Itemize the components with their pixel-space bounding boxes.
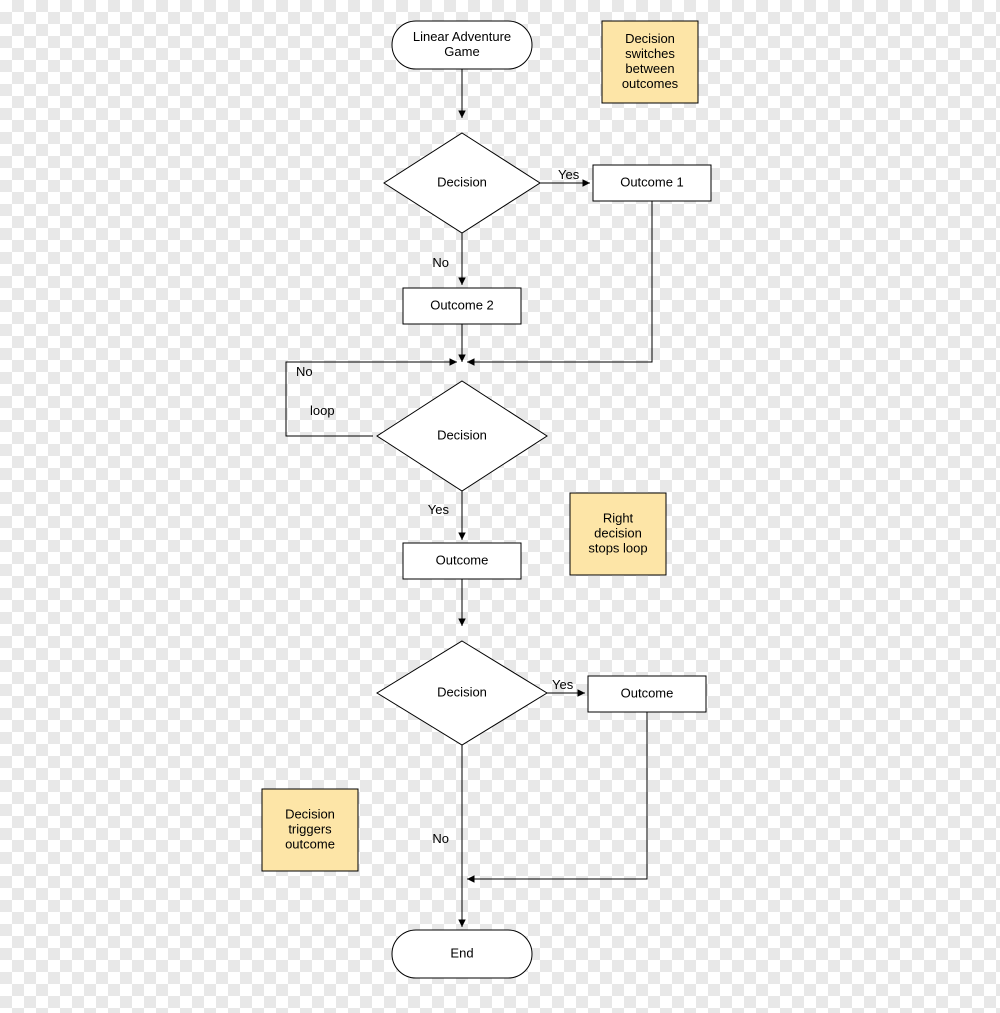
svg-text:Outcome 2: Outcome 2 [430, 297, 494, 312]
svg-text:Outcome 1: Outcome 1 [620, 174, 684, 189]
note-note2: Rightdecisionstops loop [570, 493, 666, 575]
note-note3: Decisiontriggersoutcome [262, 789, 358, 871]
svg-text:No: No [432, 255, 449, 270]
edge-dec1_out1: Yes [540, 167, 590, 183]
edge-out1_merge [467, 201, 652, 362]
svg-text:Decision: Decision [437, 427, 487, 442]
edge-out4_down [467, 712, 647, 879]
svg-text:switches: switches [625, 46, 675, 61]
node-out3: Outcome [403, 543, 521, 579]
node-out4: Outcome [588, 676, 706, 712]
svg-text:Linear Adventure: Linear Adventure [413, 29, 511, 44]
svg-text:outcomes: outcomes [622, 76, 679, 91]
node-dec1: Decision [384, 133, 540, 233]
edge-dec3_out4: Yes [547, 677, 585, 693]
svg-text:Outcome: Outcome [436, 552, 489, 567]
svg-text:decision: decision [594, 525, 642, 540]
edge-dec3_down: No [432, 745, 462, 927]
svg-text:Decision: Decision [625, 31, 675, 46]
svg-text:Game: Game [444, 44, 479, 59]
node-end: End [392, 930, 532, 978]
node-out1: Outcome 1 [593, 165, 711, 201]
svg-text:Decision: Decision [285, 806, 335, 821]
svg-text:triggers: triggers [288, 821, 332, 836]
svg-text:Decision: Decision [437, 174, 487, 189]
svg-text:Yes: Yes [552, 677, 574, 692]
svg-text:Decision: Decision [437, 684, 487, 699]
svg-text:Right: Right [603, 510, 634, 525]
svg-text:Outcome: Outcome [621, 685, 674, 700]
node-start: Linear AdventureGame [392, 21, 532, 69]
svg-text:Yes: Yes [428, 502, 450, 517]
svg-text:loop: loop [310, 403, 335, 418]
node-dec3: Decision [377, 641, 547, 745]
svg-text:between: between [625, 61, 674, 76]
svg-text:stops loop: stops loop [588, 540, 647, 555]
svg-text:No: No [296, 364, 313, 379]
flowchart: YesNoYesNoloopYesNoDecisionswitchesbetwe… [0, 0, 1000, 1013]
node-dec2: Decision [377, 381, 547, 491]
note-note1: Decisionswitchesbetweenoutcomes [602, 21, 698, 103]
edge-dec2_out3: Yes [428, 491, 462, 540]
svg-text:End: End [450, 945, 473, 960]
svg-text:No: No [432, 831, 449, 846]
svg-text:outcome: outcome [285, 836, 335, 851]
svg-text:Yes: Yes [558, 167, 580, 182]
edge-dec1_out2: No [432, 233, 462, 285]
node-out2: Outcome 2 [403, 288, 521, 324]
